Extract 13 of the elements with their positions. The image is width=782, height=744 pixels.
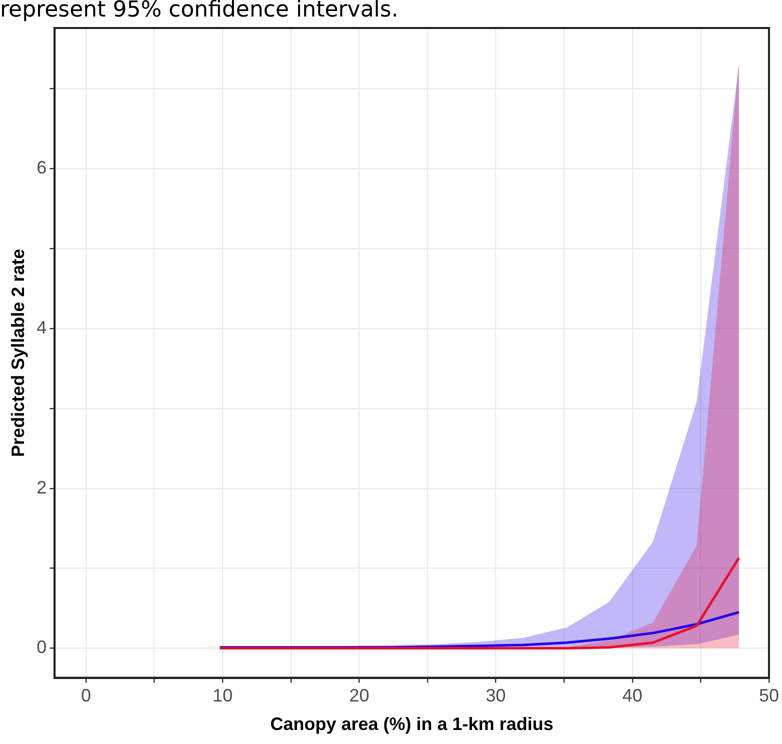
y-tick-label: 6 (36, 158, 47, 178)
text: represent 95% confidence intervals. (0, 0, 398, 23)
x-tick-label: 10 (212, 686, 233, 706)
y-tick-label: 0 (36, 637, 47, 658)
y-axis-title: Predicted Syllable 2 rate (8, 248, 28, 457)
x-tick-label: 0 (81, 686, 92, 706)
x-tick-label: 50 (758, 686, 780, 706)
y-tick-label: 4 (36, 317, 47, 338)
x-tick-label: 30 (486, 686, 506, 706)
x-tick-label: 20 (349, 686, 370, 706)
y-tick-label: 2 (36, 477, 47, 498)
x-axis-title: Canopy area (%) in a 1-km radius (270, 714, 554, 734)
x-tick-label: 40 (622, 686, 642, 706)
